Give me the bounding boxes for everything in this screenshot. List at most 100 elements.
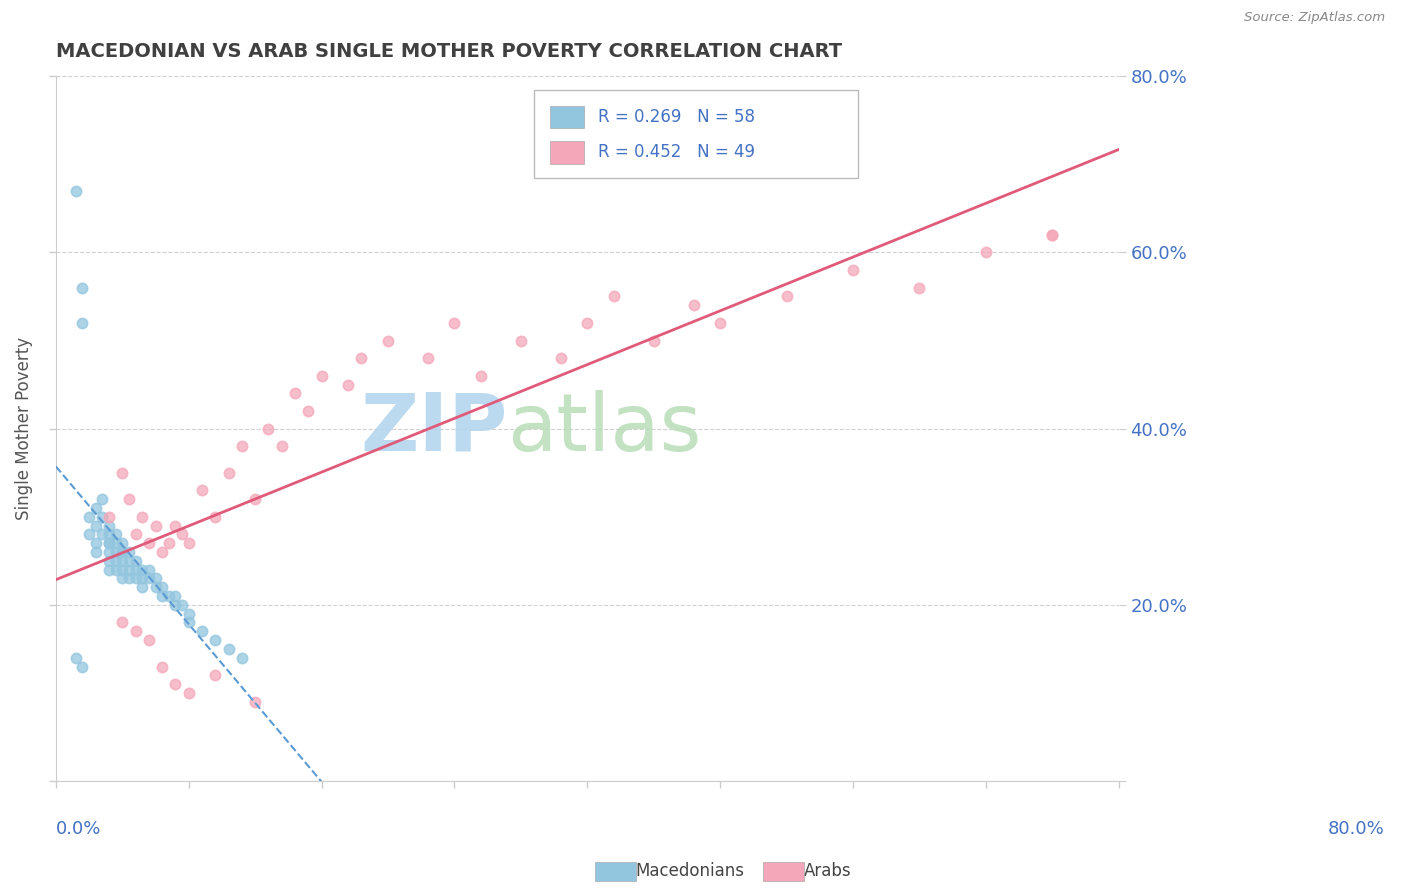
Point — [131, 580, 153, 594]
FancyBboxPatch shape — [534, 90, 858, 178]
Text: Source: ZipAtlas.com: Source: ZipAtlas.com — [1244, 11, 1385, 24]
Point — [350, 351, 373, 366]
Point — [443, 316, 465, 330]
Point — [104, 545, 127, 559]
Point — [131, 509, 153, 524]
Point — [311, 368, 333, 383]
Text: MACEDONIAN VS ARAB SINGLE MOTHER POVERTY CORRELATION CHART: MACEDONIAN VS ARAB SINGLE MOTHER POVERTY… — [56, 42, 842, 61]
Point — [177, 686, 200, 700]
Point — [157, 589, 180, 603]
Point — [91, 509, 114, 524]
Point — [243, 492, 266, 507]
Point — [204, 668, 226, 682]
Point — [218, 641, 240, 656]
Point — [150, 659, 173, 673]
Point — [150, 580, 173, 594]
Point — [138, 633, 160, 648]
Point — [284, 386, 307, 401]
Point — [177, 536, 200, 550]
Point — [138, 571, 160, 585]
Point — [104, 563, 127, 577]
Point — [257, 422, 280, 436]
Point — [157, 536, 180, 550]
Point — [191, 624, 214, 639]
Point — [150, 545, 173, 559]
Point — [172, 527, 194, 541]
Point — [98, 563, 121, 577]
Text: ZIP: ZIP — [360, 390, 508, 467]
Point — [165, 598, 187, 612]
Point — [297, 404, 319, 418]
Point — [124, 571, 146, 585]
Point — [337, 377, 360, 392]
Point — [111, 466, 134, 480]
Point — [682, 298, 704, 312]
Point — [98, 518, 121, 533]
Point — [98, 545, 121, 559]
Point — [98, 554, 121, 568]
Point — [91, 527, 114, 541]
Text: R = 0.269   N = 58: R = 0.269 N = 58 — [598, 108, 755, 126]
Text: atlas: atlas — [508, 390, 702, 467]
Point — [118, 571, 141, 585]
Point — [416, 351, 439, 366]
Point — [603, 289, 626, 303]
Point — [1040, 227, 1063, 242]
Point — [191, 483, 214, 498]
Point — [118, 554, 141, 568]
Point — [104, 536, 127, 550]
Point — [111, 554, 134, 568]
Point — [165, 677, 187, 691]
Point — [111, 545, 134, 559]
Point — [165, 518, 187, 533]
Point — [84, 518, 107, 533]
Point — [72, 316, 94, 330]
Point — [84, 545, 107, 559]
Point — [84, 536, 107, 550]
FancyBboxPatch shape — [550, 141, 583, 163]
Point — [218, 466, 240, 480]
Point — [165, 589, 187, 603]
Point — [177, 607, 200, 621]
Point — [145, 580, 167, 594]
Point — [98, 509, 121, 524]
FancyBboxPatch shape — [550, 106, 583, 128]
Point — [111, 545, 134, 559]
Point — [243, 695, 266, 709]
Point — [65, 184, 87, 198]
Point — [643, 334, 665, 348]
Point — [775, 289, 797, 303]
Point — [124, 624, 146, 639]
Point — [270, 439, 292, 453]
Point — [145, 571, 167, 585]
Point — [111, 563, 134, 577]
Point — [77, 527, 100, 541]
Point — [172, 598, 194, 612]
Point — [77, 509, 100, 524]
Point — [72, 659, 94, 673]
Point — [98, 536, 121, 550]
Point — [91, 492, 114, 507]
Point — [65, 650, 87, 665]
Point — [1040, 227, 1063, 242]
Point — [204, 509, 226, 524]
Point — [98, 536, 121, 550]
Point — [842, 263, 865, 277]
Text: R = 0.452   N = 49: R = 0.452 N = 49 — [598, 144, 755, 161]
Point — [124, 563, 146, 577]
Point — [84, 500, 107, 515]
Point — [231, 439, 253, 453]
Point — [145, 518, 167, 533]
Point — [104, 554, 127, 568]
Y-axis label: Single Mother Poverty: Single Mother Poverty — [15, 337, 32, 520]
Point — [111, 571, 134, 585]
Point — [177, 615, 200, 630]
Point — [231, 650, 253, 665]
Point — [98, 527, 121, 541]
Point — [709, 316, 731, 330]
Point — [204, 633, 226, 648]
Point — [138, 563, 160, 577]
Point — [124, 527, 146, 541]
Point — [124, 554, 146, 568]
Point — [72, 280, 94, 294]
